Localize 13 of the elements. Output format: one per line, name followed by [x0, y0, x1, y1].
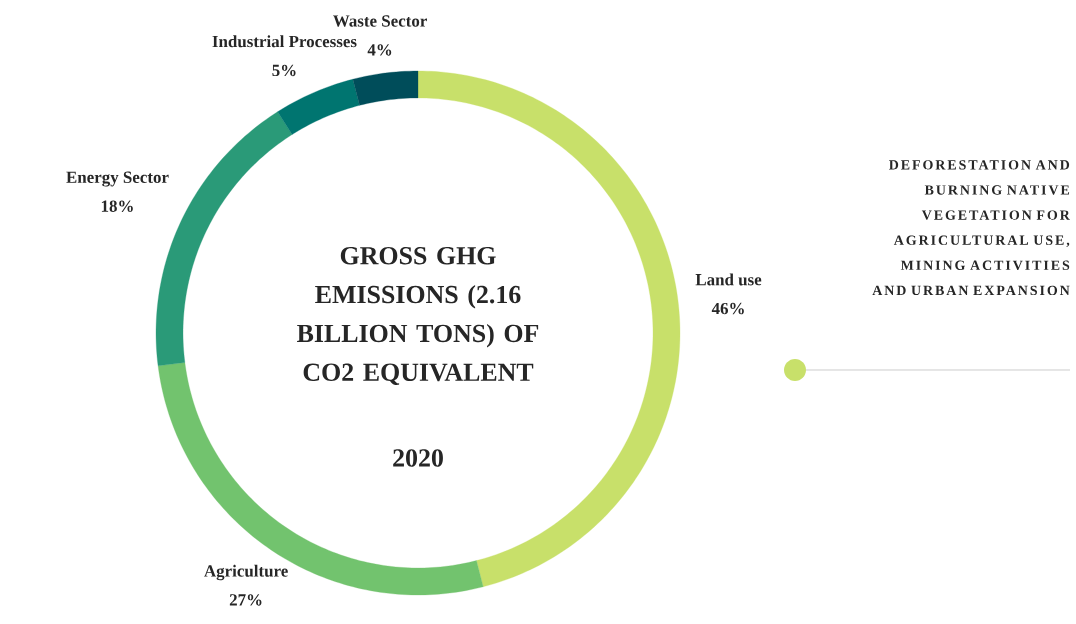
text: 2020: [393, 449, 443, 467]
slice-label: Waste Sector: [333, 15, 427, 27]
data-label: 18%: [101, 200, 133, 212]
data-label: 27%: [229, 594, 262, 606]
text: DEFORESTATION AND BURNING NATIVE VEGETATION FOR AGRICULTURAL USE, MINING ACTIVITIES AND URBAN EXPANSION: [872, 160, 1070, 296]
data-label: 4%: [367, 44, 392, 56]
data-label: 5%: [272, 64, 296, 77]
data-label: 46%: [711, 302, 744, 315]
slice-label: Agriculture: [204, 564, 288, 581]
text: GROSS GHG EMISSIONS (2.16 BILLION TONS) OF CO2 EQUIVALENT: [297, 247, 539, 385]
slice-label: Industrial Processes: [212, 35, 357, 48]
slice-label: Energy Sector: [66, 171, 169, 187]
slice-label: Land use: [695, 273, 762, 286]
